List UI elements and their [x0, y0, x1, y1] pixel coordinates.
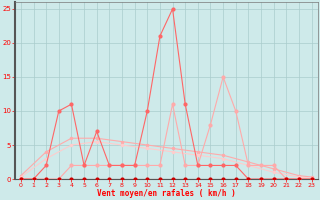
X-axis label: Vent moyen/en rafales ( km/h ): Vent moyen/en rafales ( km/h ) — [97, 189, 236, 198]
